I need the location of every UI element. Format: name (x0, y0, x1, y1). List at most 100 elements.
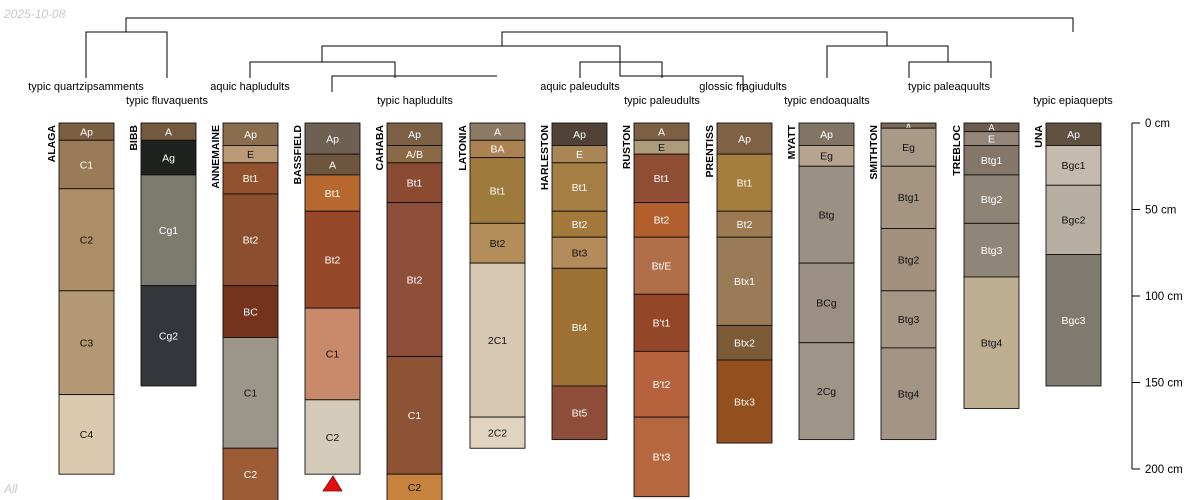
horizon-label: A (165, 126, 172, 138)
horizon-label: E (988, 133, 995, 145)
horizon-block (304, 122, 361, 155)
axis-tick-label: 150 cm (1145, 378, 1183, 390)
profile-smithton: A Eg Btg1 Btg2 Btg3 Btg4 SMITHTON (868, 122, 937, 441)
horizon: Btx2 (716, 324, 773, 361)
horizon: Ap (716, 122, 773, 155)
horizon-label: C2 (80, 235, 94, 247)
horizon: Cg1 (140, 174, 197, 287)
dendrogram-branch-9 (619, 62, 744, 92)
horizon-block (469, 222, 526, 264)
horizon-label: Bt2 (243, 235, 259, 247)
horizon-label: Bgc3 (1062, 315, 1086, 327)
profile-prentiss: Ap Bt1 Bt2 Btx1 Btx2 Btx3 PRENTISS (704, 122, 773, 444)
taxon-label: typic quartzipsamments (28, 81, 144, 93)
taxon-label: glossic fragiudults (699, 81, 787, 93)
horizon-label: A (905, 122, 911, 132)
horizon: Bt2 (716, 210, 773, 238)
dendrogram-branch-7 (908, 61, 992, 78)
profile-una: Ap Bgc1 Bgc2 Bgc3 UNA (1033, 122, 1102, 387)
horizon-block (58, 139, 115, 190)
horizon-label: E (576, 149, 583, 161)
horizon-label: B't2 (653, 379, 671, 391)
date-stamp: 2025-10-08 (3, 7, 66, 21)
dendrogram (85, 17, 1074, 92)
profile-name-label: RUSTON (621, 125, 633, 169)
horizon-block (469, 416, 526, 449)
horizon-block (222, 162, 279, 195)
horizon: Bt1 (551, 162, 608, 212)
horizon-block (551, 162, 608, 212)
horizon: Ap (551, 122, 608, 146)
horizon-label: A (988, 123, 994, 133)
horizon: Bt1 (304, 174, 361, 212)
horizon-block (551, 267, 608, 387)
horizon-label: Btx2 (734, 337, 755, 349)
horizon-label: BC (243, 306, 258, 318)
horizon-block (222, 447, 279, 500)
horizon: C4 (58, 394, 115, 475)
horizon-block (58, 290, 115, 396)
horizon: E (963, 131, 1020, 146)
horizon-block (1045, 145, 1102, 186)
horizon: Bt4 (551, 267, 608, 387)
horizon: Ap (798, 122, 855, 146)
taxa-labels: typic quartzipsamments typic fluvaquents… (28, 81, 1113, 107)
horizon-label: A (494, 126, 501, 138)
horizon: A (140, 122, 197, 141)
horizon-label: Bgc2 (1062, 215, 1086, 227)
truncation-marker-icon (322, 475, 343, 492)
dendrogram-branch-4 (826, 45, 949, 78)
horizon: Ap (1045, 122, 1102, 146)
taxon-label: typic fluvaquents (126, 95, 208, 107)
horizon: Ap (58, 122, 115, 141)
profile-name-label: BIBB (128, 125, 140, 151)
horizon: Btg2 (963, 174, 1020, 224)
horizon-label: B't3 (653, 452, 671, 464)
horizon-label: Bt2 (572, 219, 588, 231)
horizon: C3 (58, 290, 115, 396)
horizon-label: A (329, 159, 336, 171)
horizon-block (304, 210, 361, 309)
profile-latonia: A BA Bt1 Bt2 2C1 2C2 LATONIA (457, 122, 526, 449)
horizon-block (633, 236, 690, 295)
horizon: Cg2 (140, 285, 197, 387)
horizon-block (140, 285, 197, 387)
profile-annemaine: Ap E Bt1 Bt2 BC C1 C2 ANNEMAINE (210, 122, 279, 500)
horizon: 2C2 (469, 416, 526, 449)
horizon: Btg3 (963, 222, 1020, 278)
horizon-block (58, 394, 115, 475)
profile-bassfield: Ap A Bt1 Bt2 C1 C2 BASSFIELD (292, 122, 361, 475)
horizon: Bgc3 (1045, 254, 1102, 387)
horizon-block (222, 337, 279, 449)
horizon: Bt5 (551, 385, 608, 441)
horizon: Ap (386, 122, 443, 146)
profile-name-label: PRENTISS (704, 125, 716, 178)
horizon: Btx1 (716, 236, 773, 326)
horizon-label: Ap (244, 129, 257, 141)
horizon-block (386, 202, 443, 358)
horizon: Btg2 (880, 228, 937, 292)
horizon: Btx3 (716, 359, 773, 444)
taxon-label: typic paleaquults (908, 81, 990, 93)
horizon-block (716, 236, 773, 326)
horizon: B't1 (633, 293, 690, 352)
horizon: Bt1 (716, 153, 773, 212)
horizon-label: A/B (406, 149, 423, 161)
profile-name-label: UNA (1033, 125, 1045, 148)
horizon-label: Btg4 (898, 389, 920, 401)
horizon-label: Btx1 (734, 276, 755, 288)
horizon: Bt2 (386, 202, 443, 358)
horizon-block (140, 139, 197, 176)
horizon-block (386, 473, 443, 500)
horizon: E (633, 139, 690, 155)
horizon-label: Btg4 (981, 337, 1003, 349)
horizon-label: C2 (408, 482, 422, 494)
horizon: BC (222, 285, 279, 338)
horizon-block (304, 307, 361, 401)
horizon-label: Bt2 (490, 238, 506, 250)
horizon: B't3 (633, 416, 690, 498)
horizon-label: Bgc1 (1062, 160, 1086, 172)
horizon: Bt2 (222, 193, 279, 287)
horizon: A/B (386, 145, 443, 164)
